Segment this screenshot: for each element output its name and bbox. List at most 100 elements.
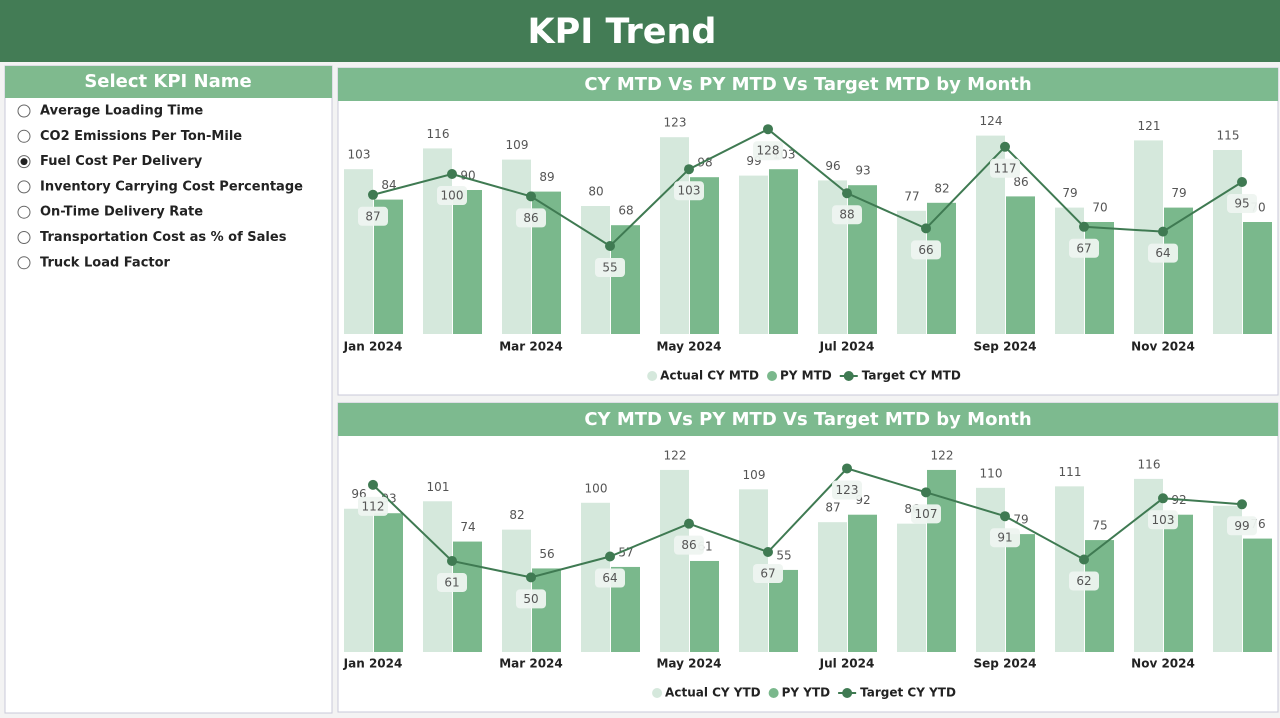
data-label: 109	[743, 468, 766, 482]
bar	[1055, 207, 1084, 334]
line-marker	[368, 189, 378, 200]
data-label: 100	[441, 189, 464, 203]
label-box	[516, 208, 546, 228]
bar	[374, 513, 403, 652]
line-marker	[526, 191, 536, 202]
line-marker	[605, 551, 615, 562]
slicer-option[interactable]: On-Time Delivery Rate	[17, 205, 203, 220]
data-label: 103	[348, 148, 371, 162]
bar	[818, 180, 847, 334]
bar	[897, 210, 926, 334]
data-label: 67	[1076, 241, 1091, 255]
label-box	[1227, 516, 1257, 536]
bar	[1213, 150, 1242, 334]
slicer-panel	[4, 65, 333, 714]
data-label: 100	[585, 481, 608, 495]
data-label: 128	[757, 144, 780, 158]
option-label[interactable]: Inventory Carrying Cost Percentage	[40, 179, 303, 194]
data-label: 67	[760, 567, 775, 581]
x-tick-label: Sep 2024	[974, 340, 1037, 354]
bar	[897, 523, 926, 652]
legend-label: Actual CY YTD	[665, 686, 761, 700]
option-label[interactable]: CO2 Emissions Per Ton-Mile	[40, 129, 242, 144]
slicer-option[interactable]: Average Loading Time	[17, 104, 203, 119]
slicer-option[interactable]: Transportation Cost as % of Sales	[17, 230, 287, 245]
legend-label: Target CY YTD	[860, 686, 956, 700]
data-label: 55	[776, 548, 791, 562]
legend-marker	[647, 371, 658, 381]
legend-marker	[652, 688, 663, 698]
data-label: 86	[523, 211, 538, 225]
legend-label: Target CY MTD	[862, 369, 961, 383]
radio-button[interactable]	[17, 129, 31, 143]
radio-button[interactable]	[17, 180, 31, 194]
slicer-option[interactable]: Fuel Cost Per Delivery	[17, 154, 203, 169]
x-tick-label: Jan 2024	[343, 340, 403, 354]
option-label[interactable]: Fuel Cost Per Delivery	[40, 154, 203, 169]
chart-title: CY MTD Vs PY MTD Vs Target MTD by Month	[584, 74, 1031, 95]
line-marker	[1237, 499, 1247, 510]
option-label[interactable]: On-Time Delivery Rate	[40, 205, 203, 220]
x-tick-label: Jul 2024	[819, 340, 875, 354]
data-label: 116	[1138, 457, 1161, 471]
bar	[1055, 486, 1084, 652]
radio-button[interactable]	[17, 231, 31, 244]
data-label: 82	[509, 508, 524, 522]
x-tick-label: Mar 2024	[499, 340, 563, 354]
slicer-title: Select KPI Name	[84, 71, 251, 92]
slicer-option[interactable]: Truck Load Factor	[17, 255, 171, 270]
data-label: 50	[523, 592, 538, 606]
line	[372, 467, 1243, 579]
data-label: 116	[427, 127, 450, 141]
bar	[769, 569, 798, 652]
radio-button[interactable]	[17, 256, 31, 270]
label-box	[437, 572, 467, 592]
slicer-option[interactable]: Inventory Carrying Cost Percentage	[17, 179, 303, 194]
data-label: 112	[362, 499, 385, 513]
legend-label: PY YTD	[782, 686, 831, 700]
x-tick-label: Jul 2024	[819, 657, 875, 671]
option-label[interactable]: Average Loading Time	[40, 104, 203, 119]
data-label: 64	[1155, 246, 1170, 260]
label-box	[753, 141, 783, 161]
data-label: 111	[1059, 465, 1082, 479]
data-label: 121	[1138, 119, 1161, 133]
chart-panel	[337, 402, 1279, 713]
option-label[interactable]: Transportation Cost as % of Sales	[40, 230, 287, 245]
line-marker	[1237, 177, 1247, 187]
line-marker	[842, 188, 852, 199]
line-marker	[447, 169, 457, 179]
line-marker	[1000, 511, 1010, 522]
legend: Actual CY YTD PY YTD Target CY YTD	[652, 686, 956, 700]
data-label: 122	[664, 448, 687, 462]
slicer-header	[5, 66, 332, 98]
x-tick-label: Nov 2024	[1131, 340, 1195, 354]
data-label: 122	[931, 448, 954, 462]
label-box	[358, 206, 388, 226]
legend: Actual CY MTD PY MTD Target CY MTD	[647, 369, 961, 383]
radio-button[interactable]	[17, 104, 31, 118]
line-marker	[842, 463, 852, 474]
data-label: 103	[678, 184, 701, 198]
data-label: 115	[1217, 129, 1240, 143]
data-label: 86	[681, 538, 696, 552]
chart-header	[338, 403, 1278, 436]
label-box	[595, 258, 625, 277]
line-marker	[684, 164, 694, 175]
slicer-option[interactable]: CO2 Emissions Per Ton-Mile	[17, 129, 242, 144]
data-label: 123	[836, 483, 859, 497]
bar	[818, 522, 847, 652]
data-label: 66	[918, 243, 933, 257]
label-box	[358, 496, 388, 516]
option-label[interactable]: Truck Load Factor	[40, 255, 171, 270]
data-label: 75	[1092, 519, 1107, 533]
label-box	[595, 568, 625, 588]
data-label: 89	[539, 170, 554, 184]
radio-button[interactable]	[17, 205, 31, 219]
label-box	[437, 186, 467, 205]
bar	[1243, 222, 1272, 334]
line	[372, 128, 1243, 248]
line-marker	[1158, 226, 1168, 237]
